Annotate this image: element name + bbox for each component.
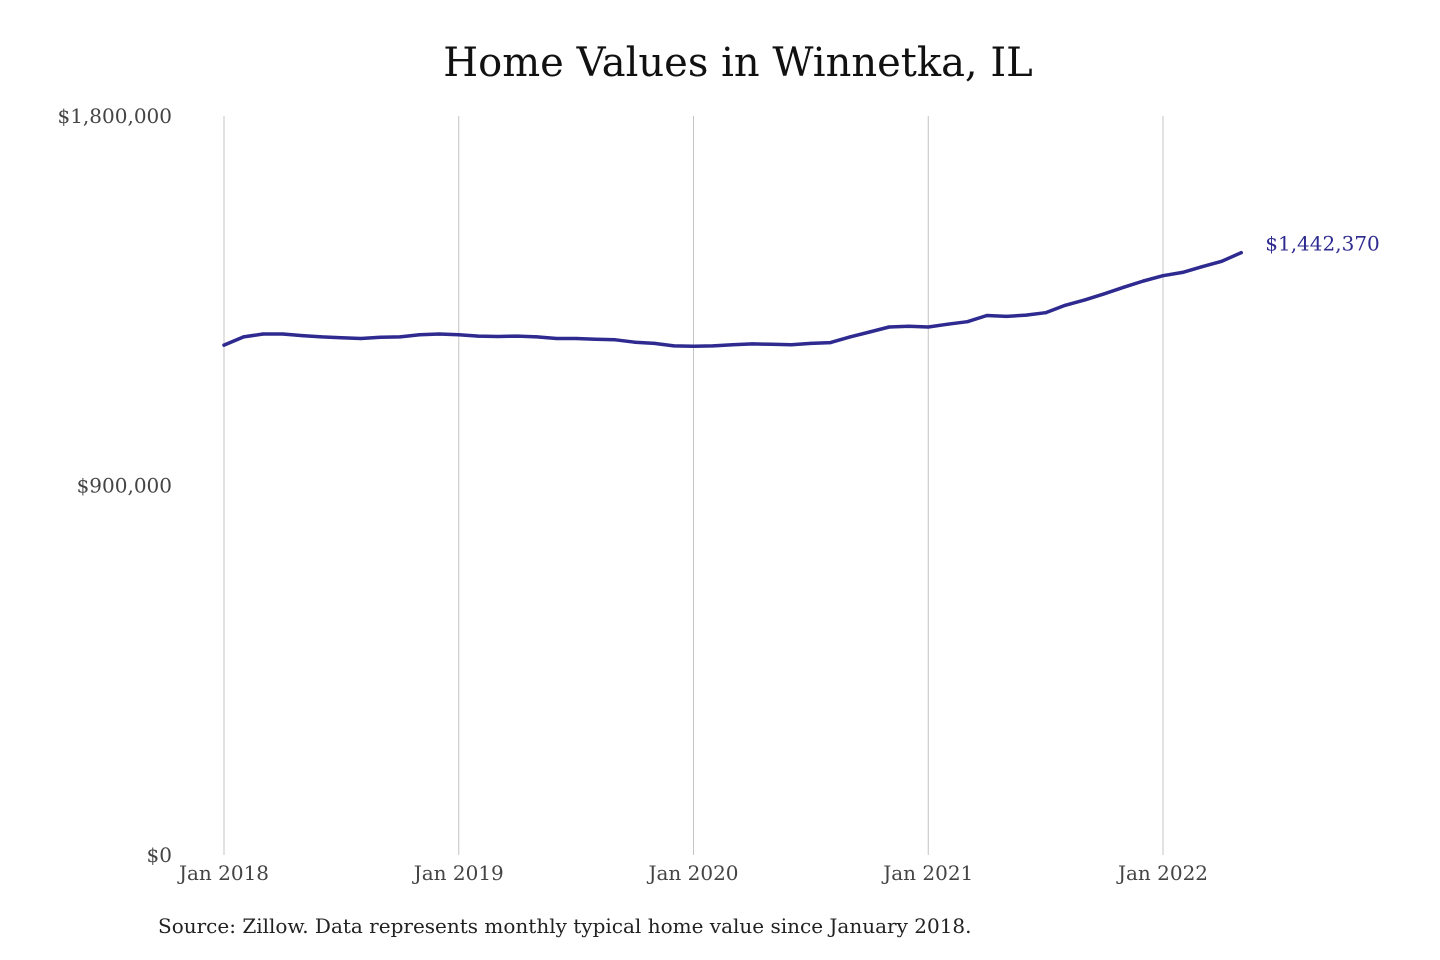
data-point-2019-06 — [555, 336, 559, 341]
data-point-2022-04 — [1220, 259, 1224, 263]
data-point-2021-08 — [1063, 303, 1067, 307]
data-point-2020-07 — [809, 341, 813, 345]
data-point-2018-08 — [359, 336, 363, 341]
data-point-2020-12 — [907, 324, 911, 328]
data-point-2019-11 — [652, 341, 657, 345]
data-point-2019-02 — [476, 334, 480, 338]
data-point-2020-05 — [770, 342, 774, 346]
data-point-2021-07 — [1044, 311, 1048, 315]
data-point-2020-01 — [691, 344, 696, 348]
data-point-2021-03 — [965, 320, 970, 324]
data-point-2019-01 — [457, 333, 461, 337]
data-point-2022-02 — [1181, 270, 1185, 274]
chart-title: Home Values in Winnetka, IL — [443, 40, 1033, 86]
y-axis: $0 $900,000 $1,800,000 — [57, 104, 172, 867]
data-point-2020-10 — [868, 330, 872, 334]
data-point-2018-05 — [300, 334, 304, 338]
x-tick-label: Jan 2019 — [412, 861, 504, 885]
data-point-2022-05 — [1239, 251, 1243, 255]
x-axis: Jan 2018 Jan 2019 Jan 2020 Jan 2021 Jan 2022 — [177, 861, 1208, 885]
data-point-2021-12 — [1141, 279, 1145, 283]
data-point-2022-03 — [1200, 265, 1204, 269]
data-point-2019-08 — [594, 337, 598, 341]
data-point-2018-02 — [242, 335, 246, 339]
data-point-2021-10 — [1102, 292, 1106, 296]
data-point-2020-03 — [731, 343, 735, 347]
data-point-2021-11 — [1122, 285, 1126, 289]
end-value-label: $1,442,370 — [1265, 232, 1380, 256]
data-point-2019-12 — [672, 344, 676, 348]
data-point-2021-01 — [926, 325, 930, 329]
series-line-home-value — [222, 250, 1243, 349]
data-point-2018-11 — [418, 333, 422, 337]
x-tick-label: Jan 2022 — [1116, 861, 1208, 885]
data-point-2019-03 — [496, 334, 500, 339]
source-note: Source: Zillow. Data represents monthly … — [158, 914, 972, 938]
data-point-2020-11 — [887, 325, 891, 329]
data-point-2019-04 — [515, 334, 520, 338]
y-tick-label: $0 — [147, 843, 172, 867]
data-point-2020-04 — [750, 342, 754, 346]
data-point-2018-04 — [281, 332, 285, 336]
y-tick-label: $900,000 — [77, 474, 172, 498]
data-point-2019-09 — [613, 338, 617, 342]
data-point-2018-12 — [437, 332, 441, 336]
data-point-2018-03 — [261, 332, 265, 336]
data-point-2019-07 — [574, 336, 578, 341]
data-point-2018-01 — [222, 343, 226, 347]
data-point-2018-10 — [398, 335, 402, 339]
x-tick-label: Jan 2021 — [881, 861, 973, 885]
grid-lines — [223, 116, 1164, 855]
data-point-2021-06 — [1024, 313, 1028, 317]
y-tick-label: $1,800,000 — [57, 104, 172, 128]
data-point-2020-02 — [711, 344, 715, 348]
data-point-2020-09 — [848, 335, 852, 339]
data-point-2019-10 — [633, 340, 637, 344]
data-point-2022-01 — [1161, 274, 1165, 278]
data-point-2021-09 — [1083, 298, 1087, 302]
data-point-2018-09 — [378, 335, 383, 339]
data-point-2021-02 — [946, 322, 950, 326]
data-point-2018-07 — [339, 336, 343, 340]
data-point-2019-05 — [535, 335, 539, 339]
data-point-2021-04 — [985, 313, 989, 318]
data-point-2021-05 — [1004, 314, 1009, 318]
x-tick-label: Jan 2018 — [177, 861, 269, 885]
data-point-2020-08 — [828, 341, 833, 345]
data-point-2018-06 — [320, 335, 324, 339]
x-tick-label: Jan 2020 — [646, 861, 738, 885]
data-point-2020-06 — [789, 343, 793, 347]
series-points — [222, 251, 1243, 348]
